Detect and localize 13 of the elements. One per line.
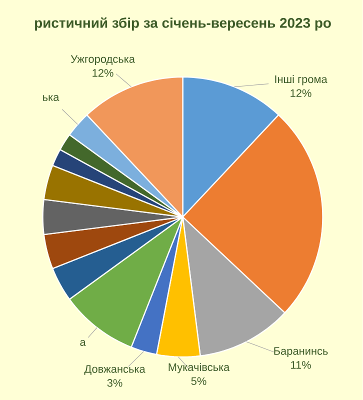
data-label: 5% — [191, 377, 206, 385]
slice-label: Довжанська — [84, 365, 146, 375]
data-label: 3% — [107, 379, 122, 387]
data-label: 12% — [290, 89, 312, 97]
slice-label: Інші грома — [275, 75, 328, 86]
data-label: 11% — [291, 361, 312, 369]
data-label: 12% — [92, 69, 114, 77]
slice-label: Мукачівська — [168, 363, 230, 374]
slice-label: а — [80, 340, 86, 346]
slice-label: Баранинсь — [274, 347, 328, 358]
slice-label: Ужгородська — [70, 55, 136, 66]
slice-label: ька — [43, 95, 60, 101]
chart-title: ристичний збір за січень-вересень 2023 ро — [35, 17, 332, 31]
